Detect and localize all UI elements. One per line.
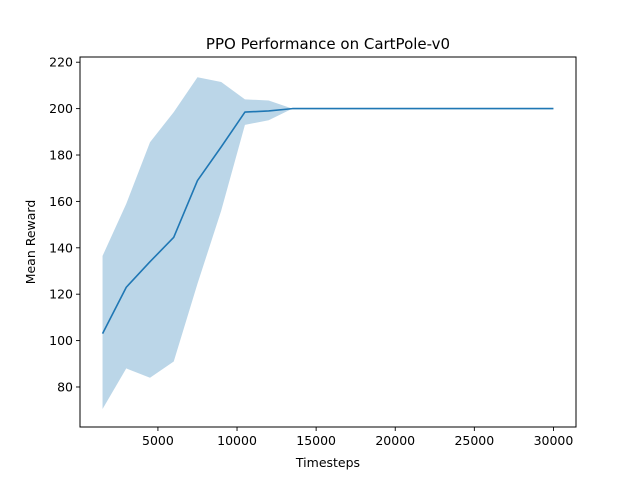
x-tick-label: 20000: [375, 433, 415, 448]
series-0-band: [102, 77, 554, 410]
y-tick-label: 100: [49, 333, 73, 348]
y-tick-label: 160: [49, 194, 73, 209]
y-tick-label: 180: [49, 148, 73, 163]
chart-title: PPO Performance on CartPole-v0: [206, 35, 450, 53]
plot-frame: [79, 56, 577, 428]
y-tick-label: 220: [49, 55, 73, 70]
y-tick-label: 200: [49, 101, 73, 116]
x-tick-label: 25000: [454, 433, 494, 448]
y-tick-label: 80: [57, 379, 73, 394]
y-axis-label: Mean Reward: [23, 200, 38, 285]
x-tick-label: 30000: [534, 433, 574, 448]
plot-background: [80, 57, 576, 427]
x-tick-label: 15000: [296, 433, 336, 448]
series-0-line: [101, 107, 554, 334]
y-tick-label: 120: [49, 287, 73, 302]
x-tick-label: 10000: [217, 433, 257, 448]
x-tick-label: 5000: [142, 433, 174, 448]
y-tick-label: 140: [49, 240, 73, 255]
x-axis-label: Timesteps: [295, 455, 360, 470]
